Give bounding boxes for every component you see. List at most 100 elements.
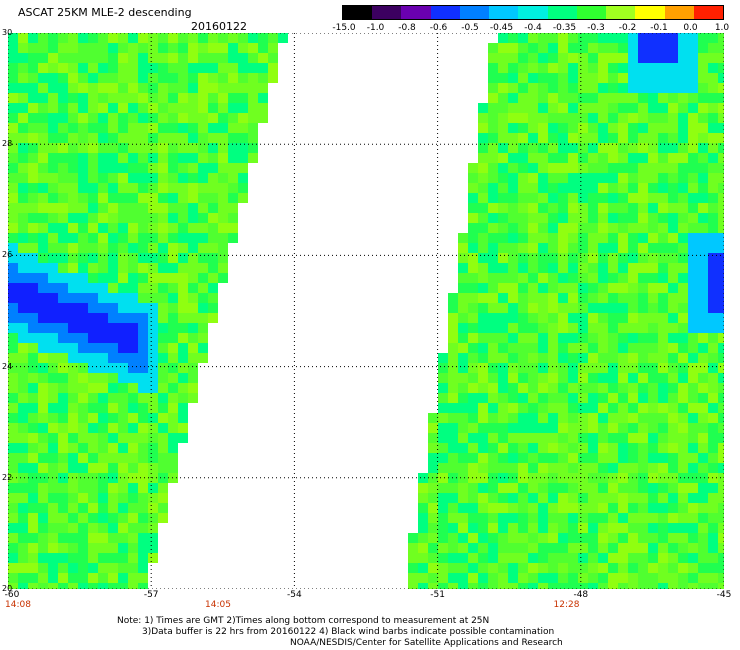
data-cell: [478, 273, 488, 283]
data-cell: [638, 143, 648, 153]
data-cell: [168, 303, 178, 313]
data-cell: [708, 53, 718, 63]
data-cell: [508, 103, 518, 113]
data-cell: [108, 453, 118, 463]
data-cell: [168, 173, 178, 183]
data-cell: [138, 333, 148, 343]
data-cell: [528, 363, 538, 373]
data-cell: [678, 283, 688, 293]
data-cell: [48, 463, 58, 473]
data-cell: [558, 233, 568, 243]
data-cell: [178, 93, 188, 103]
data-cell: [698, 303, 708, 313]
data-cell: [678, 523, 688, 533]
data-cell: [608, 103, 618, 113]
data-cell: [618, 513, 628, 523]
data-cell: [98, 183, 108, 193]
data-cell: [48, 383, 58, 393]
data-cell: [148, 363, 158, 373]
data-cell: [598, 83, 608, 93]
data-cell: [568, 163, 578, 173]
data-cell: [528, 193, 538, 203]
data-cell: [168, 93, 178, 103]
data-cell: [158, 223, 168, 233]
data-cell: [238, 103, 248, 113]
data-cell: [638, 303, 648, 313]
data-cell: [488, 343, 498, 353]
data-cell: [208, 103, 218, 113]
data-cell: [628, 333, 638, 343]
longitude-label: -51: [430, 590, 445, 600]
data-cell: [8, 43, 18, 53]
data-cell: [628, 543, 638, 553]
data-cell: [128, 303, 138, 313]
data-cell: [518, 303, 528, 313]
data-cell: [128, 353, 138, 363]
data-cell: [468, 583, 478, 589]
data-cell: [498, 63, 508, 73]
data-cell: [138, 573, 148, 583]
data-cell: [688, 423, 698, 433]
data-cell: [588, 253, 598, 263]
data-cell: [638, 553, 648, 563]
data-cell: [638, 83, 648, 93]
data-cell: [498, 243, 508, 253]
data-cell: [668, 403, 678, 413]
data-cell: [548, 533, 558, 543]
data-cell: [588, 283, 598, 293]
data-cell: [578, 553, 588, 563]
data-cell: [128, 173, 138, 183]
data-cell: [568, 303, 578, 313]
data-cell: [228, 83, 238, 93]
data-cell: [118, 423, 128, 433]
data-cell: [588, 153, 598, 163]
data-cell: [568, 123, 578, 133]
data-cell: [28, 453, 38, 463]
data-cell: [688, 313, 698, 323]
data-cell: [78, 583, 88, 589]
data-cell: [48, 553, 58, 563]
data-cell: [38, 213, 48, 223]
data-cell: [658, 393, 668, 403]
data-cell: [128, 563, 138, 573]
note-line-2: 3)Data buffer is 22 hrs from 20160122 4)…: [142, 627, 555, 637]
data-cell: [528, 393, 538, 403]
data-cell: [198, 183, 208, 193]
data-cell: [658, 473, 668, 483]
data-cell: [228, 183, 238, 193]
data-cell: [608, 523, 618, 533]
data-cell: [188, 193, 198, 203]
data-cell: [188, 333, 198, 343]
data-cell: [198, 223, 208, 233]
data-cell: [188, 223, 198, 233]
data-cell: [638, 403, 648, 413]
data-cell: [448, 433, 458, 443]
data-cell: [418, 523, 428, 533]
data-cell: [518, 393, 528, 403]
data-cell: [718, 173, 724, 183]
data-cell: [118, 113, 128, 123]
data-cell: [488, 253, 498, 263]
data-cell: [158, 113, 168, 123]
data-cell: [98, 203, 108, 213]
data-cell: [168, 183, 178, 193]
data-cell: [28, 573, 38, 583]
data-cell: [148, 353, 158, 363]
data-cell: [638, 513, 648, 523]
data-cell: [558, 383, 568, 393]
data-cell: [178, 283, 188, 293]
data-cell: [178, 313, 188, 323]
data-cell: [638, 313, 648, 323]
data-cell: [538, 333, 548, 343]
data-cell: [578, 433, 588, 443]
data-cell: [518, 213, 528, 223]
data-cell: [638, 93, 648, 103]
data-cell: [148, 333, 158, 343]
data-cell: [528, 553, 538, 563]
data-cell: [638, 153, 648, 163]
data-cell: [148, 193, 158, 203]
data-cell: [48, 43, 58, 53]
data-cell: [478, 413, 488, 423]
data-cell: [518, 233, 528, 243]
data-cell: [178, 143, 188, 153]
